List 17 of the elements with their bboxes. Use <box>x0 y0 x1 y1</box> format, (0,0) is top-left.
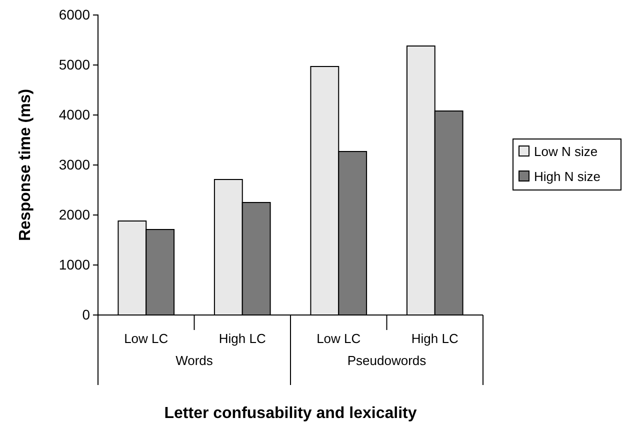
x-tick-label: High LC <box>218 331 266 346</box>
y-tick-label: 5000 <box>58 56 90 72</box>
y-tick-label: 3000 <box>58 156 90 172</box>
legend-label: Low N size <box>534 144 598 159</box>
y-tick-label: 0 <box>82 306 90 322</box>
x-tick-label: High LC <box>411 331 458 346</box>
y-axis-title: Response time (ms) <box>17 88 34 242</box>
y-tick-label: 4000 <box>58 106 90 122</box>
y-tick-label: 6000 <box>58 6 90 22</box>
text: Words <box>176 353 214 368</box>
x-tick-label: Low LC <box>316 331 361 346</box>
y-tick-label: 2000 <box>58 206 90 222</box>
text: Pseudowords <box>347 353 427 368</box>
legend-label: High N size <box>534 169 600 184</box>
y-tick-label: 1000 <box>58 256 90 272</box>
x-tick-label: Low LC <box>124 331 168 346</box>
x-axis-title: Letter confusability and lexicality <box>164 405 417 422</box>
